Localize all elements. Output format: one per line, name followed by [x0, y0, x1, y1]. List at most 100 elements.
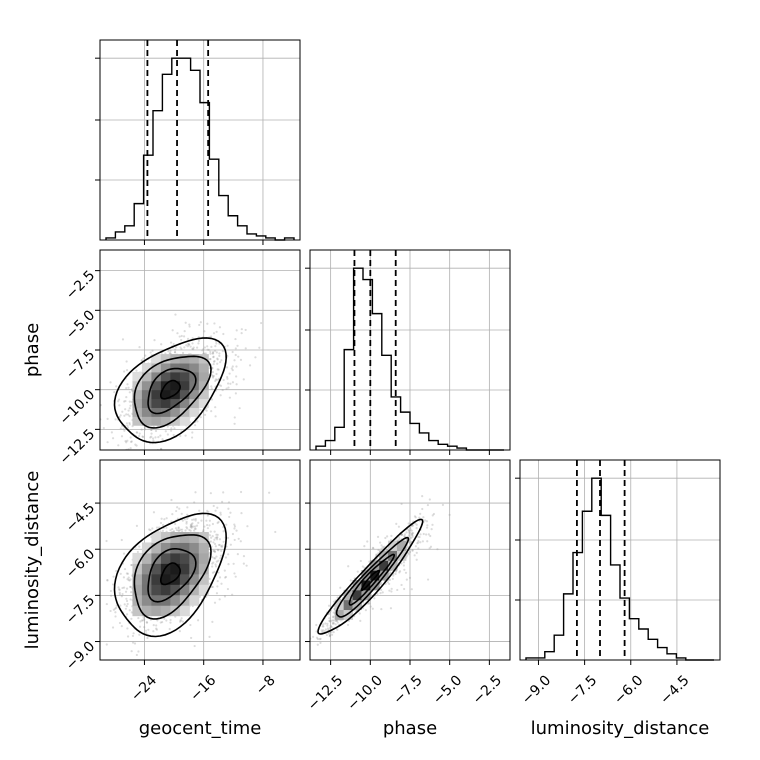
joint-phase-luminosity_distance-point-325: [311, 635, 315, 638]
joint-geocent_time-phase-point-931: [169, 349, 172, 353]
x-tick-label-luminosity_distance-3: −4.5: [657, 672, 692, 707]
joint-geocent_time-luminosity_distance-point-1128: [122, 576, 125, 579]
joint-geocent_time-phase-point-1223: [209, 352, 212, 355]
joint-geocent_time-luminosity_distance-density-cell-6-1: [189, 594, 200, 606]
joint-geocent_time-phase-point-1055: [159, 434, 162, 437]
joint-geocent_time-luminosity_distance-point-723: [135, 524, 139, 527]
joint-geocent_time-luminosity_distance-density-cell-2-6: [151, 542, 162, 554]
joint-phase-luminosity_distance-point-521: [377, 548, 380, 552]
joint-geocent_time-luminosity_distance-point-809: [118, 593, 121, 596]
joint-geocent_time-phase-point-1050: [106, 441, 109, 444]
joint-geocent_time-phase-point-978: [191, 347, 194, 350]
joint-phase-luminosity_distance-point-590: [331, 621, 335, 624]
joint-geocent_time-phase-point-1114: [210, 387, 213, 390]
joint-geocent_time-luminosity_distance-point-10: [215, 592, 219, 595]
joint-geocent_time-phase-point-1333: [150, 432, 153, 435]
joint-geocent_time-luminosity_distance-density-cell-1-4: [141, 563, 152, 575]
joint-geocent_time-phase-point-349: [189, 345, 192, 348]
joint-phase-luminosity_distance-point-1259: [301, 646, 303, 648]
joint-phase-luminosity_distance-point-1318: [407, 535, 411, 538]
joint-geocent_time-phase-point-373: [123, 400, 126, 403]
joint-geocent_time-luminosity_distance-point-1201: [211, 571, 215, 574]
x-tick-label-geocent_time-2: −8: [253, 672, 279, 698]
x-tick-label-phase-0: −12.5: [305, 672, 347, 714]
joint-phase-luminosity_distance-point-677: [394, 572, 397, 576]
joint-geocent_time-phase-point-1146: [113, 390, 116, 394]
joint-geocent_time-luminosity_distance-point-671: [174, 527, 178, 530]
joint-phase-luminosity_distance-point-340: [381, 545, 384, 549]
joint-geocent_time-phase-point-200: [175, 346, 178, 349]
joint-geocent_time-phase-point-1091: [117, 444, 120, 447]
joint-geocent_time-luminosity_distance-point-534: [125, 605, 128, 608]
joint-geocent_time-luminosity_distance-point-675: [190, 525, 194, 528]
joint-geocent_time-phase-density-cell-5-5: [179, 371, 190, 382]
joint-geocent_time-phase-point-712: [166, 425, 169, 428]
joint-geocent_time-luminosity_distance-point-1194: [206, 514, 209, 517]
joint-phase-luminosity_distance-point-52: [335, 619, 338, 622]
joint-phase-luminosity_distance-contour-1: [335, 536, 410, 618]
joint-phase-luminosity_distance-point-1164: [328, 627, 331, 630]
joint-geocent_time-luminosity_distance-point-45: [130, 611, 133, 614]
joint-geocent_time-luminosity_distance-point-815: [105, 539, 108, 543]
joint-geocent_time-phase-point-414: [78, 383, 80, 385]
hist-luminosity_distance-frame: [519, 459, 721, 661]
joint-geocent_time-phase-point-360: [240, 331, 243, 335]
joint-geocent_time-phase-point-40: [124, 408, 127, 411]
hist-phase-frame: [309, 249, 511, 451]
joint-phase-luminosity_distance-point-205: [349, 579, 352, 582]
joint-geocent_time-luminosity_distance-point-820: [233, 523, 236, 526]
joint-geocent_time-luminosity_distance-point-636: [191, 518, 194, 521]
joint-geocent_time-luminosity_distance-point-965: [155, 526, 159, 529]
joint-geocent_time-phase-point-594: [169, 351, 172, 355]
joint-geocent_time-phase-point-1116: [202, 352, 205, 355]
joint-phase-luminosity_distance-point-634: [398, 571, 401, 574]
joint-geocent_time-luminosity_distance-point-1338: [169, 621, 172, 624]
joint-phase-luminosity_distance-point-394: [380, 544, 383, 547]
joint-geocent_time-phase-contour-0: [113, 337, 228, 444]
joint-phase-luminosity_distance-point-567: [320, 629, 323, 632]
joint-geocent_time-luminosity_distance-point-14: [128, 609, 131, 612]
joint-geocent_time-luminosity_distance-point-1263: [126, 602, 129, 606]
joint-geocent_time-phase-density-cell-2-3: [151, 389, 162, 400]
joint-geocent_time-luminosity_distance-density-cell-6-6: [189, 542, 200, 554]
joint-geocent_time-phase-point-171: [102, 426, 105, 430]
joint-geocent_time-phase-point-166: [124, 399, 127, 403]
joint-geocent_time-phase-point-1135: [228, 396, 231, 399]
joint-geocent_time-luminosity_distance-point-1107: [189, 529, 192, 532]
joint-geocent_time-luminosity_distance-point-920: [213, 550, 217, 553]
joint-geocent_time-luminosity_distance-density-cell-3-7: [160, 532, 171, 543]
joint-geocent_time-luminosity_distance-point-338: [179, 620, 182, 623]
joint-geocent_time-luminosity_distance-point-993: [158, 526, 161, 529]
joint-geocent_time-phase-point-1196: [138, 432, 141, 435]
joint-geocent_time-luminosity_distance-density-cell-7-3: [198, 573, 209, 585]
joint-geocent_time-luminosity_distance-point-1176: [211, 556, 214, 559]
joint-geocent_time-luminosity_distance-point-1049: [186, 527, 189, 530]
joint-geocent_time-luminosity_distance-point-693: [192, 518, 195, 521]
joint-geocent_time-luminosity_distance-point-243: [124, 590, 128, 593]
joint-geocent_time-phase-density-cell-6-3: [189, 389, 200, 400]
joint-phase-luminosity_distance-point-1070: [408, 529, 411, 532]
joint-phase-luminosity_distance-point-78: [358, 612, 361, 615]
joint-geocent_time-phase-point-442: [210, 410, 213, 413]
joint-geocent_time-luminosity_distance-point-1014: [222, 491, 225, 494]
joint-geocent_time-luminosity_distance-point-826: [155, 628, 158, 631]
joint-geocent_time-phase-point-162: [233, 416, 236, 419]
joint-geocent_time-phase-point-1058: [119, 414, 122, 417]
joint-phase-luminosity_distance-point-67: [316, 643, 319, 646]
joint-geocent_time-luminosity_distance-point-76: [237, 537, 240, 540]
joint-geocent_time-luminosity_distance-density-cell-7-4: [198, 563, 209, 575]
joint-phase-luminosity_distance-point-993: [332, 611, 335, 614]
joint-phase-luminosity_distance-point-70: [375, 553, 378, 556]
joint-geocent_time-luminosity_distance-point-95: [246, 525, 249, 528]
joint-geocent_time-phase-point-1176: [226, 377, 229, 380]
joint-geocent_time-luminosity_distance-contour-1: [133, 534, 212, 620]
hist-luminosity_distance-background: [520, 460, 720, 660]
joint-geocent_time-luminosity_distance-point-448: [171, 527, 174, 531]
joint-geocent_time-luminosity_distance-point-681: [118, 621, 122, 625]
joint-phase-luminosity_distance-point-216: [386, 548, 389, 551]
joint-phase-luminosity_distance-point-297: [416, 542, 419, 545]
joint-geocent_time-phase-point-945: [206, 345, 209, 348]
joint-geocent_time-luminosity_distance-point-395: [220, 545, 223, 548]
joint-geocent_time-phase-point-272: [235, 383, 238, 386]
